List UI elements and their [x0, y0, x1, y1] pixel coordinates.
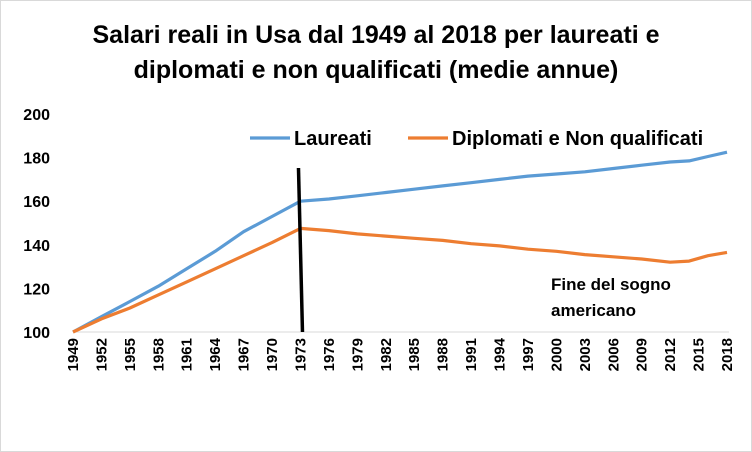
x-tick-label: 2000	[548, 338, 565, 371]
x-tick-label: 2003	[577, 338, 594, 371]
y-tick-label: 100	[23, 325, 50, 342]
y-axis-labels: 100 120 140 160 180 200	[23, 107, 50, 342]
annotation-line: americano	[551, 301, 636, 320]
y-tick-label: 180	[23, 151, 50, 168]
x-tick-label: 1997	[520, 338, 537, 371]
x-tick-label: 1991	[463, 338, 480, 371]
series-line-diplomati	[72, 226, 728, 334]
x-tick-label: 1967	[236, 338, 253, 371]
x-tick-label: 2012	[662, 338, 679, 371]
x-tick-label: 1961	[179, 338, 196, 371]
x-tick-label: 1994	[492, 337, 509, 371]
x-tick-label: 1976	[321, 338, 338, 371]
x-tick-label: 1973	[292, 338, 309, 371]
series-line-laureati	[72, 150, 728, 334]
y-tick-label: 200	[23, 107, 50, 124]
y-tick-label: 140	[23, 238, 50, 255]
x-tick-label: 2006	[605, 338, 622, 371]
x-tick-label: 1985	[406, 338, 423, 371]
series-lines	[72, 150, 728, 334]
x-tick-label: 1988	[435, 338, 452, 371]
x-axis-labels: 1949 1952 1955 1958 1961 1964 1967 1970 1973 1976…	[65, 337, 736, 371]
x-tick-label: 1964	[207, 337, 224, 371]
y-tick-label: 160	[23, 194, 50, 211]
chart-title-line-1: Salari reali in Usa dal 1949 al 2018 per…	[92, 21, 660, 49]
x-tick-label: 1982	[378, 338, 395, 371]
chart-title: Salari reali in Usa dal 1949 al 2018 per…	[0, 18, 752, 88]
x-tick-label: 2009	[634, 338, 651, 371]
x-tick-label: 1952	[93, 338, 110, 371]
x-tick-label: 2015	[691, 338, 708, 371]
x-tick-label: 1979	[349, 338, 366, 371]
annotation-line: Fine del sogno	[551, 275, 671, 294]
annotation-fine-del-sogno: Fine del sogno americano	[551, 275, 671, 320]
x-tick-label: 1958	[150, 338, 167, 371]
legend-label: Diplomati e Non qualificati	[452, 128, 703, 150]
legend-label: Laureati	[294, 128, 372, 150]
x-tick-label: 1970	[264, 338, 281, 371]
y-tick-label: 120	[23, 281, 50, 298]
x-tick-label: 2018	[719, 338, 736, 371]
x-tick-label: 1949	[65, 338, 82, 371]
year-1973-marker-line	[296, 167, 305, 333]
x-tick-label: 1955	[122, 338, 139, 371]
legend: Laureati Diplomati e Non qualificati	[250, 128, 703, 150]
chart-title-line-2: diplomati e non qualificati (medie annue…	[133, 56, 619, 84]
